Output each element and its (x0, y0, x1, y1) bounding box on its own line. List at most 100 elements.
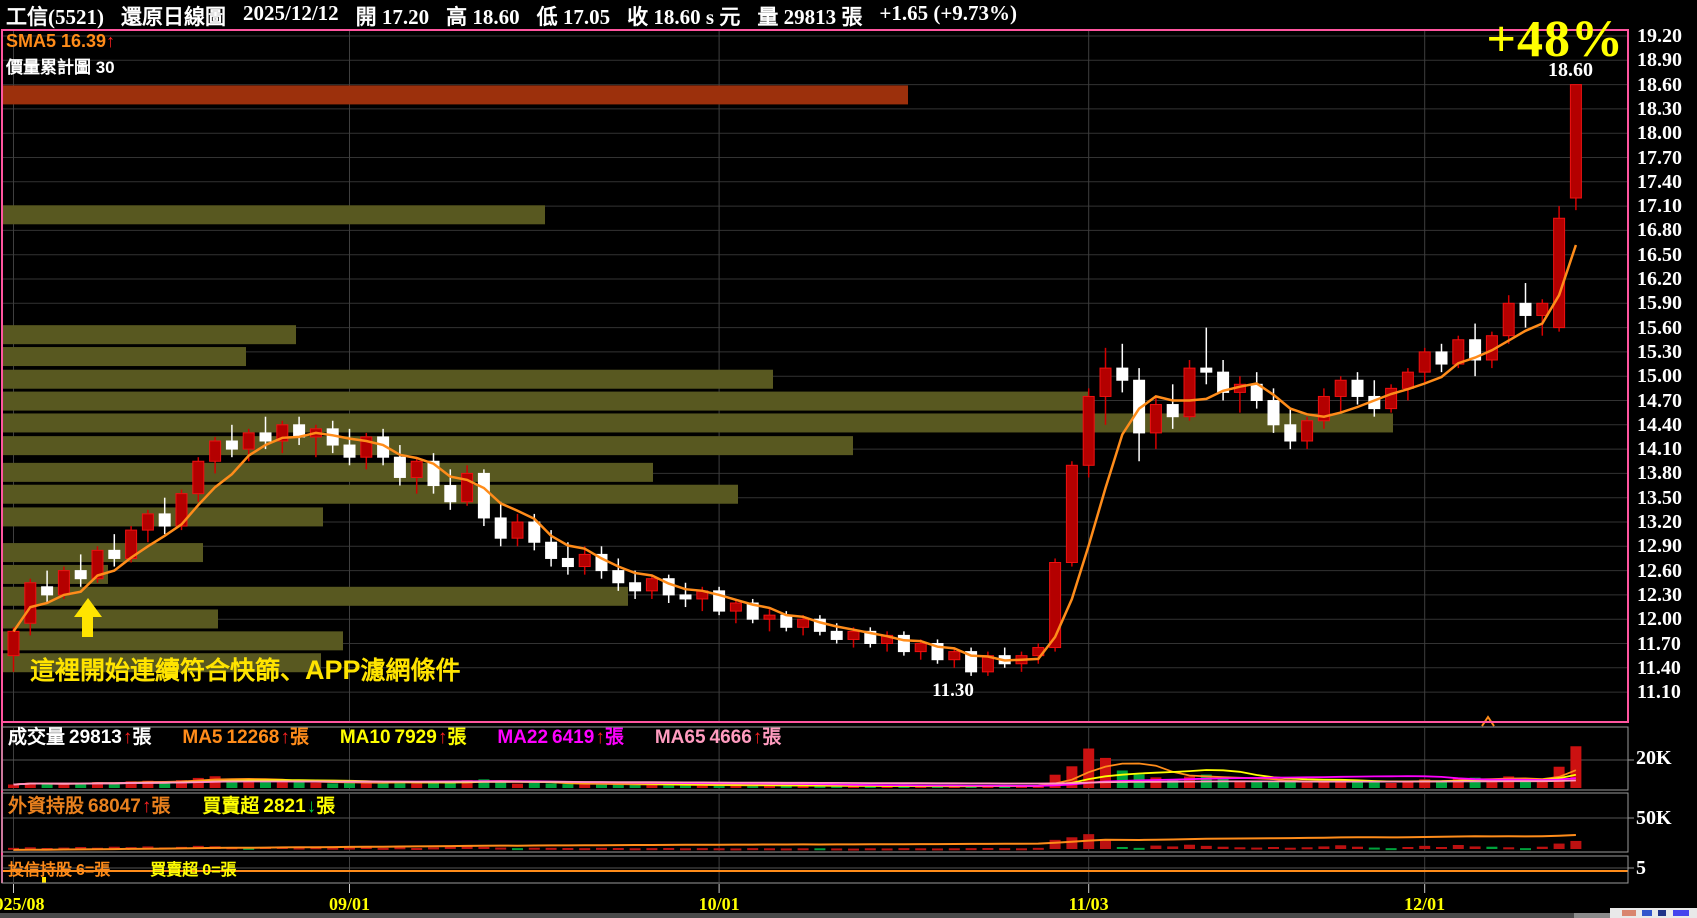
volume-bar (1503, 776, 1515, 788)
candle (1536, 302, 1549, 316)
scrollbar-handle[interactable] (1574, 913, 1610, 918)
foreign-axis-label: 50K (1636, 807, 1672, 829)
volume-bar (612, 784, 624, 788)
candle (259, 432, 272, 442)
candle (662, 578, 675, 596)
volume-bar (1116, 770, 1128, 788)
x-axis-label: 11/03 (1068, 894, 1109, 914)
candle (763, 614, 776, 620)
candle (847, 630, 860, 640)
foreign-bar (1268, 847, 1279, 849)
volume-bar (226, 779, 238, 788)
price-axis-label: 14.10 (1637, 438, 1682, 461)
volume-bar (1469, 777, 1481, 788)
foreign-bar (932, 848, 943, 851)
foreign-bar (1335, 845, 1347, 849)
volume-profile-bar (3, 631, 343, 651)
legend-item: MA65 4666↑張 (654, 727, 782, 748)
candle (276, 424, 289, 442)
foreign-bar (528, 847, 540, 850)
price-axis-label: 17.10 (1637, 195, 1682, 218)
price-axis-label: 18.90 (1637, 49, 1682, 72)
candle (41, 586, 54, 596)
foreign-bar (1385, 848, 1397, 851)
volume-bar (663, 784, 675, 788)
volume-bar (125, 781, 137, 788)
candle (830, 630, 843, 640)
price-axis-label: 13.80 (1637, 462, 1682, 485)
volume-profile-bar (3, 325, 296, 345)
x-axis-label: 09/01 (328, 894, 370, 914)
header-item: 低 17.05 (536, 5, 611, 29)
volume-bar (377, 782, 389, 788)
volume-bar (394, 781, 406, 788)
volume-bar (629, 784, 641, 788)
up-arrow-glyph: ↑ (106, 31, 116, 51)
foreign-holdings-line (13, 834, 1576, 851)
high-price-marker: 18.60 (1548, 59, 1593, 81)
volume-profile-bar (3, 609, 218, 629)
candle (141, 513, 154, 531)
volume-profile-bar (3, 369, 773, 389)
foreign-bar (461, 846, 473, 849)
volume-bar (1234, 780, 1246, 788)
signal-up-arrow-icon (74, 598, 102, 638)
annotation-text: 這裡開始連續符合快篩、APP濾網條件 (30, 655, 461, 685)
candle (1149, 404, 1162, 434)
foreign-bar (1536, 846, 1548, 849)
candle (948, 651, 961, 661)
foreign-bar (797, 848, 809, 851)
foreign-bar (629, 848, 641, 851)
candle (612, 570, 625, 584)
foreign-bar (1184, 844, 1195, 849)
candle (1166, 404, 1179, 418)
volume-bar (344, 782, 355, 788)
header-item: 量 29813 張 (757, 5, 863, 29)
candle (528, 521, 541, 543)
foreign-bar (1503, 847, 1515, 850)
foreign-bar (831, 848, 843, 851)
horizontal-scrollbar[interactable] (0, 913, 1610, 918)
price-axis-label: 14.40 (1637, 413, 1682, 436)
candle (461, 472, 474, 503)
candle (780, 614, 793, 628)
price-axis-label: 16.80 (1637, 219, 1682, 242)
trend-arrow-icon: ↑ (280, 727, 290, 748)
trust-axis-tick (42, 877, 46, 883)
foreign-bar (1352, 846, 1363, 849)
foreign-bar (108, 846, 120, 849)
foreign-bar (596, 847, 607, 850)
candle (1099, 367, 1112, 397)
volume-bar (478, 779, 490, 788)
volume-profile-bar (3, 462, 653, 482)
volume-bar (327, 783, 339, 788)
price-axis-label: 13.20 (1637, 511, 1682, 533)
ma5-price-line (12, 244, 1578, 662)
price-axis-label: 12.30 (1637, 583, 1682, 606)
foreign-bar (680, 848, 691, 851)
volume-bar (797, 785, 809, 788)
candle (729, 602, 742, 612)
volume-bar (1536, 781, 1548, 788)
trend-arrow-icon: ↑ (141, 796, 152, 817)
foreign-bar (1167, 846, 1179, 849)
foreign-bar (730, 848, 742, 851)
candle (1401, 371, 1414, 389)
foreign-bar (713, 848, 725, 851)
candle (393, 456, 406, 478)
header-item: +1.65 (+9.73%) (879, 1, 1018, 25)
foreign-bar (1469, 846, 1481, 849)
volume-bar (1251, 781, 1263, 788)
volume-bar (444, 781, 456, 788)
header-bar: 工信(5521) 還原日線圖 2025/12/12 開 17.20 高 18.60 低 1… (6, 1, 1017, 31)
volume-bar (1452, 778, 1464, 788)
candle (1334, 379, 1347, 397)
foreign-bar (1116, 847, 1128, 849)
legend-item: 外資持股 68047↑張 (8, 796, 171, 817)
volume-bar (495, 781, 507, 788)
foreign-bar (999, 848, 1011, 851)
price-axis-label: 15.90 (1637, 292, 1682, 315)
price-axis-label: 17.70 (1637, 146, 1682, 169)
candle (679, 594, 692, 600)
volume-profile-bar (3, 85, 908, 105)
